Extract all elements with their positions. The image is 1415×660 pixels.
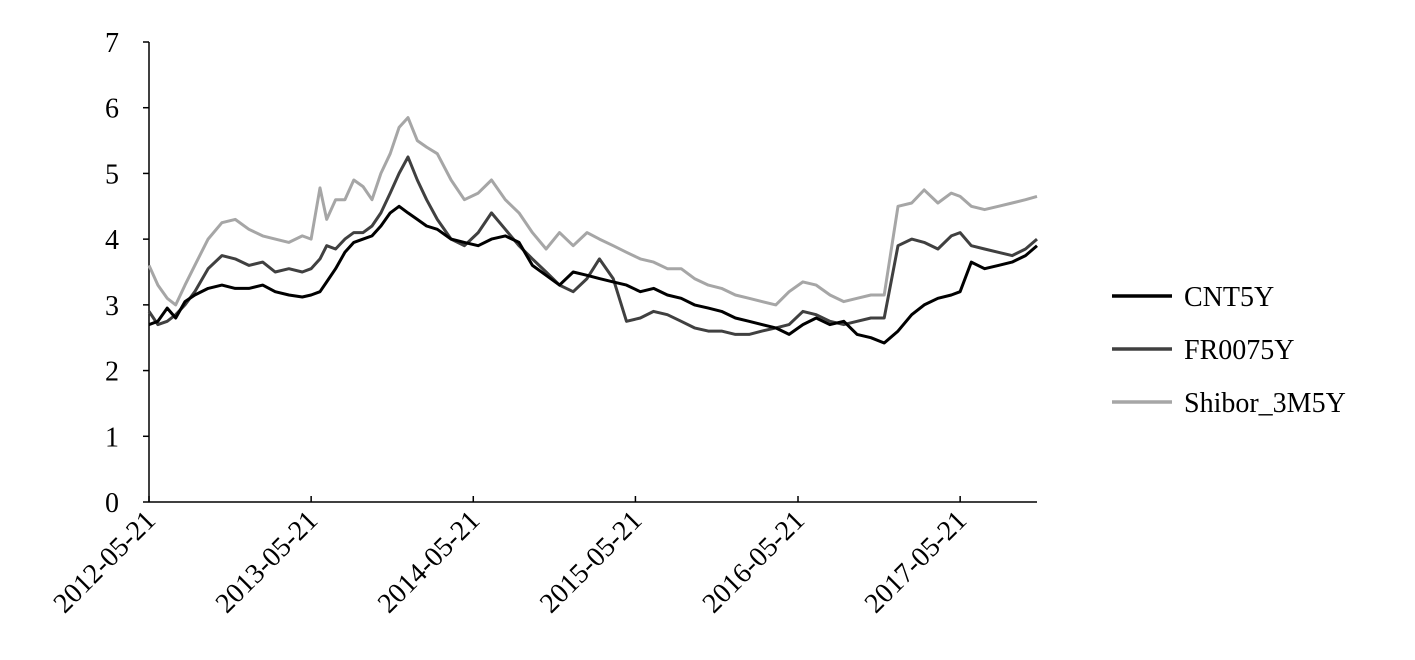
x-tick-label: 2012-05-21 [48,505,162,619]
legend-label: CNT5Y [1184,282,1274,313]
y-tick-label: 1 [105,422,119,453]
y-tick-label: 7 [105,28,119,59]
y-tick-label: 2 [105,357,119,388]
legend-label: Shibor_3M5Y [1184,388,1346,419]
y-tick-label: 5 [105,159,119,190]
chart-legend: CNT5Y FR0075Y Shibor_3M5Y [1112,282,1346,419]
x-tick-label: 2013-05-21 [210,505,324,619]
chart-axes: 0 1 2 3 4 5 6 7 2012-05-21 2013-05-21 2014-05-21 20… [48,28,1037,619]
y-tick-label: 3 [105,291,119,322]
chart-series [147,116,1038,345]
x-tick-label: 2014-05-21 [372,505,486,619]
y-tick-label: 6 [105,94,119,125]
legend-label: FR0075Y [1184,335,1294,366]
series-line-cnt5y [148,204,1038,345]
x-tick-label: 2016-05-21 [697,505,811,619]
x-tick-label: 2015-05-21 [534,505,648,619]
series-line-shibor-3m5y [147,116,1038,307]
x-tick-label: 2017-05-21 [859,505,973,619]
series-line-fr0075y [147,155,1038,336]
y-tick-label: 4 [105,225,119,256]
y-tick-label: 0 [105,488,119,519]
